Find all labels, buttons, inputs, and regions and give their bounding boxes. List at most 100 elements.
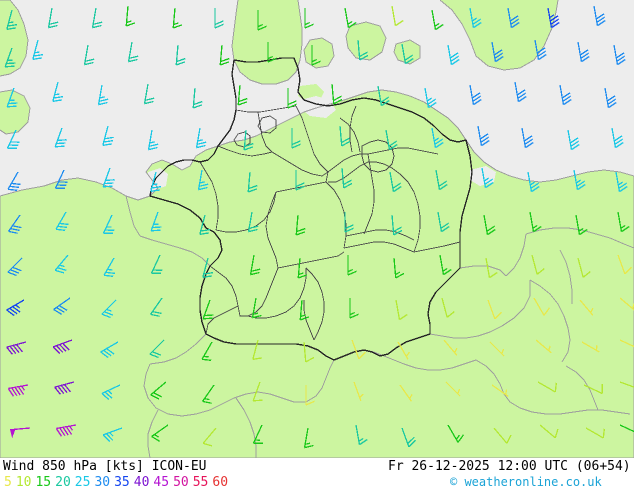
border-be-fr xyxy=(139,235,211,267)
wind-barb xyxy=(493,427,512,444)
wind-barb xyxy=(533,297,551,316)
state-he-by xyxy=(277,251,345,269)
state-mv-bb-w xyxy=(339,117,361,153)
wind-barb xyxy=(303,427,314,449)
wind-barb xyxy=(401,43,414,65)
wind-barb xyxy=(149,297,163,317)
wind-barb xyxy=(585,427,605,439)
map-svg[interactable] xyxy=(0,0,634,458)
scale-tick-25: 25 xyxy=(74,475,91,490)
wind-barb xyxy=(483,214,496,236)
wind-barb xyxy=(295,214,306,236)
state-st-bb xyxy=(327,153,368,173)
wind-barb xyxy=(54,169,68,189)
germany-national-border xyxy=(149,57,473,361)
wind-barb xyxy=(4,47,16,68)
state-bw-by xyxy=(247,268,307,319)
wind-barb xyxy=(527,171,540,193)
wind-barb xyxy=(257,10,267,31)
wind-barb xyxy=(214,8,224,29)
state-sl-border xyxy=(205,305,239,335)
border-be-coast xyxy=(125,195,141,237)
wind-barb xyxy=(534,39,547,61)
state-sl-rp xyxy=(209,265,248,317)
wind-barb xyxy=(529,211,542,233)
wind-barb xyxy=(219,44,230,66)
wind-barb xyxy=(304,8,314,29)
border-ch-south xyxy=(143,359,335,417)
wind-barb xyxy=(341,167,353,189)
wind-barb xyxy=(481,167,494,189)
state-by-bw-alp xyxy=(303,300,315,341)
wind-barb xyxy=(477,125,490,147)
wind-barb xyxy=(6,341,27,355)
wind-barb xyxy=(581,341,600,353)
state-sh-hh-mv xyxy=(235,105,297,113)
land-jutland xyxy=(232,0,302,84)
wind-barb xyxy=(251,297,262,319)
border-si-hr xyxy=(565,365,599,411)
wind-barb xyxy=(575,214,588,236)
wind-barb xyxy=(150,211,162,232)
state-mv-bb xyxy=(295,105,329,173)
wind-barb xyxy=(55,424,77,437)
wind-barb xyxy=(197,169,209,191)
wind-barb xyxy=(303,341,315,363)
coast-england-south xyxy=(0,89,31,135)
wind-barb xyxy=(202,427,217,447)
wind-barb xyxy=(6,87,18,108)
wind-barb xyxy=(619,381,634,390)
border-at-si xyxy=(475,359,631,415)
land-lolland xyxy=(394,40,420,64)
wind-barb xyxy=(339,125,351,147)
wind-barb xyxy=(102,125,114,146)
state-nw-ni xyxy=(199,161,219,231)
scale-tick-20: 20 xyxy=(55,475,71,490)
wind-barb xyxy=(249,254,261,276)
wind-barb xyxy=(424,87,437,109)
wind-barb xyxy=(102,167,115,188)
wind-barb xyxy=(237,84,248,106)
wind-barb xyxy=(143,83,155,105)
wind-barb xyxy=(447,424,465,443)
wind-barb xyxy=(401,427,416,448)
wind-barb xyxy=(100,341,119,359)
wind-barb xyxy=(102,427,123,442)
wind-barb xyxy=(487,299,502,320)
wind-barb xyxy=(54,127,67,148)
wind-barb xyxy=(192,87,203,109)
land-england xyxy=(0,0,28,76)
wind-barb xyxy=(125,5,136,27)
wind-barb xyxy=(443,339,458,356)
state-ni-st xyxy=(271,151,329,177)
wind-barb xyxy=(7,214,22,234)
wind-barb xyxy=(199,214,210,235)
wind-barb xyxy=(611,127,624,149)
wind-barb xyxy=(6,299,25,317)
wind-barb xyxy=(150,381,167,400)
wind-barb xyxy=(351,339,366,360)
wind-barb xyxy=(195,127,207,149)
wind-barb xyxy=(491,41,504,63)
wind-barb xyxy=(349,298,359,319)
wind-barb xyxy=(172,7,183,29)
wind-barb xyxy=(299,299,310,321)
wind-barb xyxy=(357,39,369,61)
wind-barb xyxy=(619,339,634,350)
wind-barb xyxy=(305,385,315,406)
wind-barb xyxy=(344,7,357,29)
wind-barb xyxy=(604,87,617,109)
wind-barb xyxy=(537,381,557,393)
state-rp-bw xyxy=(247,267,279,317)
wind-barb xyxy=(91,7,103,29)
wind-barb xyxy=(559,84,572,106)
wind-barb xyxy=(491,384,509,398)
wind-barb xyxy=(252,424,263,444)
wind-barb xyxy=(311,45,321,66)
weather-map-canvas[interactable] xyxy=(0,0,634,458)
wind-barb xyxy=(439,254,452,276)
wind-barb xyxy=(489,341,505,357)
wind-barb xyxy=(150,171,161,192)
map-footer: Wind 850 hPa [kts] ICON-EU Fr 26-12-2025… xyxy=(0,458,634,490)
wind-barb xyxy=(7,171,21,191)
